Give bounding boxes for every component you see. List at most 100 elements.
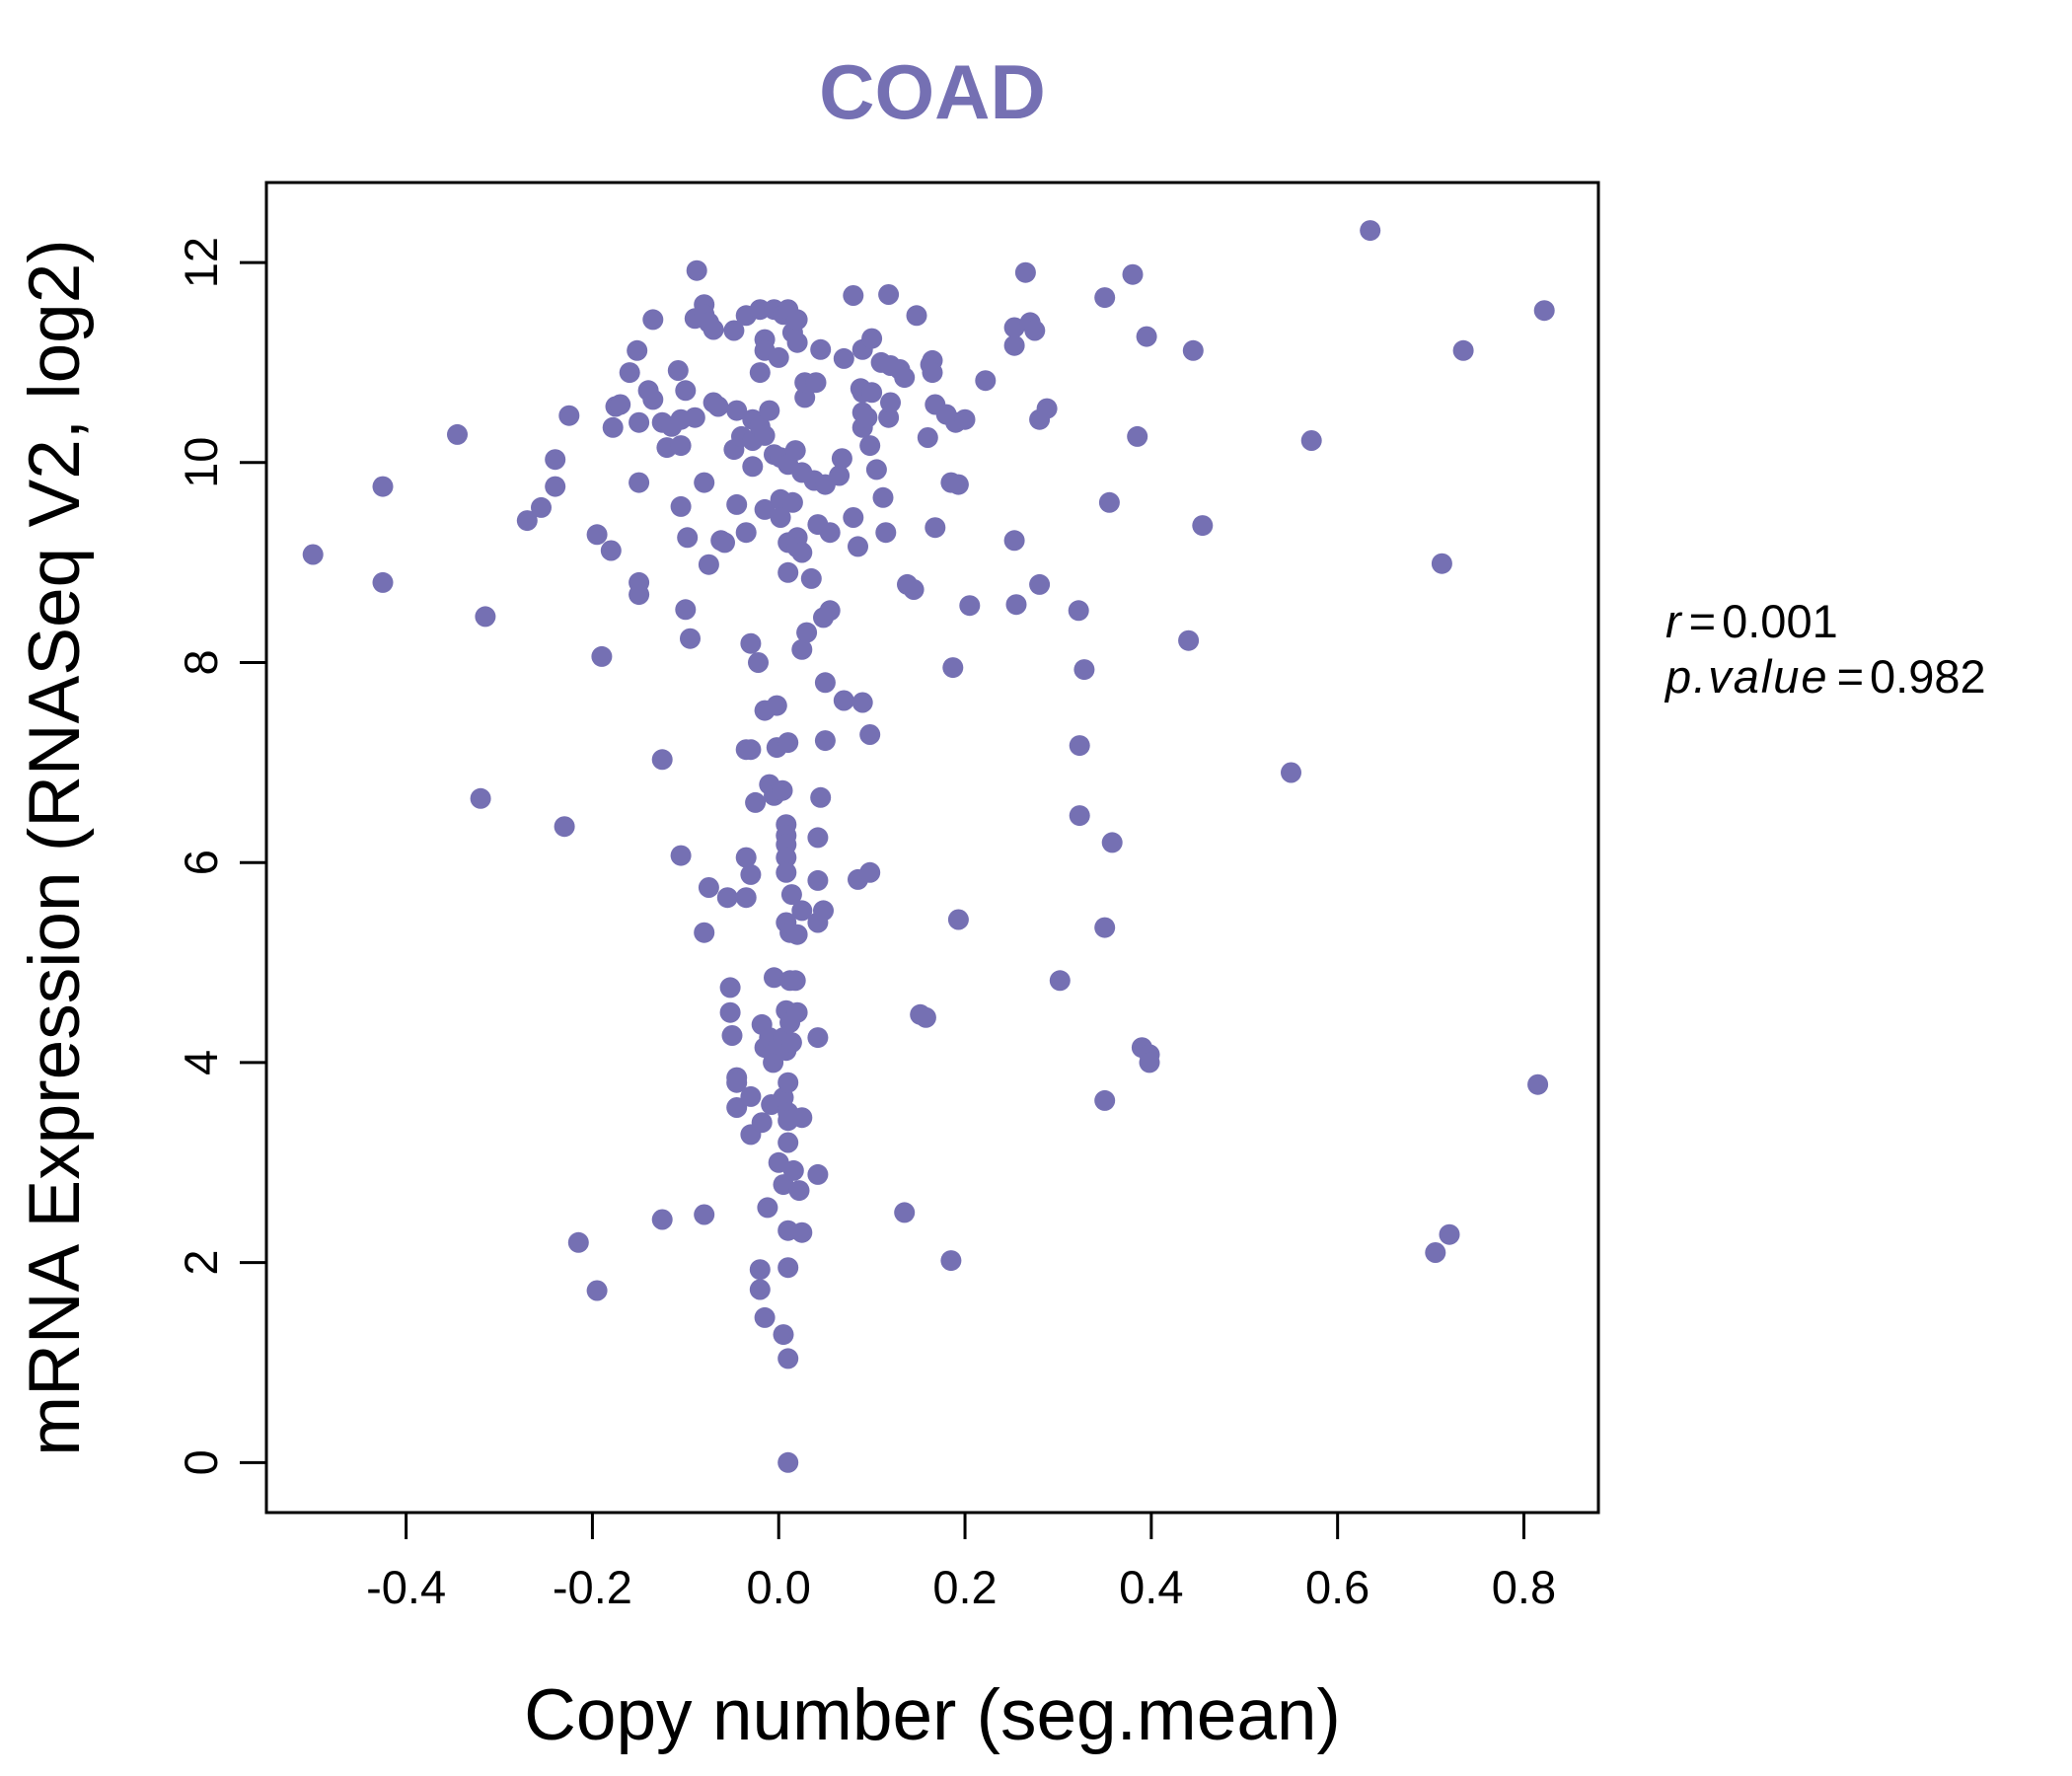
data-point: [781, 491, 803, 513]
data-point: [694, 922, 715, 943]
data-point: [726, 1072, 748, 1093]
data-point: [814, 730, 836, 752]
data-point: [629, 472, 650, 493]
data-point: [1431, 553, 1452, 574]
data-point: [1439, 1223, 1460, 1245]
y-tick-label: 2: [175, 1250, 227, 1276]
data-point: [791, 638, 813, 660]
data-point: [940, 1250, 962, 1272]
data-point: [1139, 1052, 1160, 1073]
x-tick-label: -0.2: [553, 1561, 632, 1613]
data-point: [954, 408, 976, 430]
data-points: [302, 220, 1555, 1473]
x-axis: -0.4 -0.2 0.0 0.2 0.4 0.6 0.8: [366, 1513, 1556, 1613]
data-point: [667, 360, 689, 381]
data-point: [784, 970, 806, 992]
data-point: [714, 532, 735, 554]
data-point: [740, 632, 762, 654]
data-point: [1094, 917, 1116, 938]
data-point: [372, 476, 394, 497]
data-point: [602, 416, 624, 438]
data-point: [1527, 1073, 1549, 1095]
data-point: [558, 405, 580, 426]
data-point: [531, 496, 552, 518]
r-symbol: r: [1665, 595, 1683, 647]
data-point: [768, 346, 789, 368]
data-point: [807, 1027, 829, 1049]
data-point: [878, 284, 900, 305]
data-point: [805, 372, 827, 394]
chart-title: COAD: [819, 48, 1046, 135]
data-point: [1533, 300, 1555, 322]
data-point: [670, 495, 692, 517]
data-point: [754, 1306, 776, 1328]
data-point: [1036, 398, 1058, 419]
data-point: [684, 407, 705, 428]
x-tick-label: 0.6: [1305, 1561, 1369, 1613]
data-point: [740, 1085, 762, 1107]
data-point: [1178, 629, 1200, 651]
data-point: [1098, 491, 1120, 513]
data-point: [777, 1348, 799, 1369]
data-point: [475, 606, 496, 628]
data-point: [686, 259, 707, 281]
data-point: [829, 465, 851, 486]
data-point: [447, 423, 468, 445]
data-point: [777, 1257, 799, 1279]
data-point: [698, 554, 719, 575]
correlation-annotation: r = 0.001 p.value = 0.982: [1664, 595, 1986, 703]
y-tick-label: 10: [175, 437, 227, 488]
data-point: [848, 536, 868, 557]
data-point: [1014, 261, 1036, 283]
data-point: [1068, 600, 1089, 622]
data-point: [642, 309, 664, 331]
data-point: [975, 370, 997, 392]
data-point: [627, 339, 648, 361]
data-point: [843, 285, 864, 306]
data-point: [754, 498, 776, 520]
r-annotation: r = 0.001: [1665, 595, 1838, 647]
data-point: [675, 380, 697, 402]
data-point: [1182, 339, 1204, 361]
data-point: [772, 779, 793, 801]
data-point: [1101, 832, 1123, 853]
data-point: [675, 599, 697, 621]
y-axis-label: mRNA Expression (RNASeq V2, log2): [15, 239, 95, 1455]
data-point: [1024, 320, 1046, 341]
y-tick-label: 4: [175, 1050, 227, 1075]
data-point: [554, 816, 575, 838]
data-point: [780, 1032, 802, 1054]
data-point: [703, 319, 724, 340]
data-point: [810, 786, 832, 808]
data-point: [567, 1231, 589, 1253]
data-point: [807, 827, 829, 849]
data-point: [740, 739, 762, 761]
data-point: [707, 396, 729, 417]
data-point: [726, 493, 748, 515]
data-point: [833, 690, 854, 711]
data-point: [757, 1197, 778, 1219]
data-point: [776, 861, 797, 883]
data-point: [788, 1180, 810, 1202]
data-point: [726, 1097, 748, 1118]
x-axis-label: Copy number (seg.mean): [524, 1675, 1341, 1755]
data-point: [786, 924, 808, 945]
data-point: [1073, 659, 1095, 681]
data-point: [917, 427, 938, 448]
p-annotation: p.value = 0.982: [1664, 650, 1986, 703]
data-point: [791, 1107, 813, 1129]
data-point: [726, 400, 748, 421]
data-point: [859, 435, 881, 457]
data-point: [1069, 805, 1090, 827]
data-point: [677, 527, 699, 549]
data-point: [748, 652, 769, 673]
data-point: [302, 544, 324, 565]
data-point: [777, 1132, 799, 1153]
data-point: [516, 510, 538, 532]
data-point: [959, 595, 981, 617]
y-tick-label: 12: [175, 237, 227, 288]
data-point: [735, 887, 757, 909]
data-point: [766, 695, 787, 716]
data-point: [831, 448, 852, 470]
data-point: [773, 1324, 794, 1346]
